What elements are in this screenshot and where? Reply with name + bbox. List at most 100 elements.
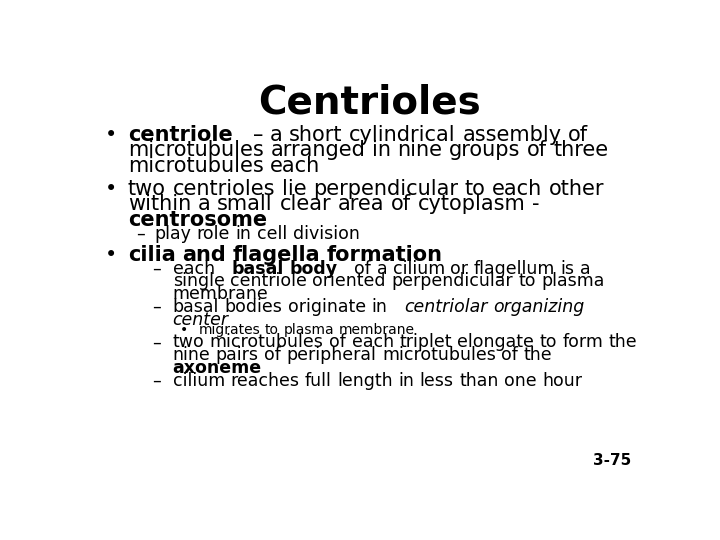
Text: –: – [136, 225, 145, 243]
Text: centrioles: centrioles [173, 179, 275, 199]
Text: body: body [289, 260, 338, 278]
Text: basal: basal [232, 260, 284, 278]
Text: centriole: centriole [230, 273, 307, 291]
Text: less: less [420, 372, 454, 389]
Text: one: one [504, 372, 536, 389]
Text: in: in [235, 225, 251, 243]
Text: arranged: arranged [270, 140, 365, 160]
Text: cilium: cilium [392, 260, 445, 278]
Text: clear: clear [279, 194, 331, 214]
Text: microtubules: microtubules [128, 156, 264, 176]
Text: the: the [609, 334, 638, 352]
Text: two: two [173, 334, 204, 352]
Text: perpendicular: perpendicular [313, 179, 458, 199]
Text: reaches: reaches [230, 372, 300, 389]
Text: in: in [372, 140, 391, 160]
Text: membrane: membrane [173, 285, 269, 303]
Text: of: of [527, 140, 547, 160]
Text: to: to [265, 323, 279, 338]
Text: –: – [153, 298, 161, 316]
Text: plasma: plasma [541, 273, 605, 291]
Text: and: and [182, 245, 226, 265]
Text: of: of [329, 334, 346, 352]
Text: in: in [372, 298, 387, 316]
Text: center: center [173, 310, 228, 328]
Text: small: small [217, 194, 273, 214]
Text: peripheral: peripheral [287, 346, 377, 364]
Text: triplet: triplet [399, 334, 451, 352]
Text: the: the [524, 346, 552, 364]
Text: of: of [264, 346, 282, 364]
Text: Centrioles: Centrioles [258, 84, 480, 122]
Text: short: short [289, 125, 343, 145]
Text: each: each [270, 156, 320, 176]
Text: –: – [253, 125, 263, 145]
Text: centriole: centriole [128, 125, 233, 145]
Text: three: three [554, 140, 609, 160]
Text: to: to [518, 273, 536, 291]
Text: form: form [562, 334, 603, 352]
Text: each: each [492, 179, 542, 199]
Text: each: each [351, 334, 394, 352]
Text: groups: groups [449, 140, 521, 160]
Text: length: length [337, 372, 393, 389]
Text: to: to [539, 334, 557, 352]
Text: perpendicular: perpendicular [392, 273, 513, 291]
Text: full: full [305, 372, 332, 389]
Text: than: than [459, 372, 498, 389]
Text: play: play [154, 225, 191, 243]
Text: in: in [398, 372, 414, 389]
Text: organizing: organizing [492, 298, 584, 316]
Text: a: a [269, 125, 282, 145]
Text: assembly: assembly [462, 125, 562, 145]
Text: •: • [105, 125, 117, 145]
Text: -: - [532, 194, 539, 214]
Text: –: – [153, 260, 161, 278]
Text: •: • [105, 245, 117, 265]
Text: within: within [128, 194, 192, 214]
Text: division: division [292, 225, 359, 243]
Text: a: a [377, 260, 387, 278]
Text: hour: hour [542, 372, 582, 389]
Text: single: single [173, 273, 225, 291]
Text: cylindrical: cylindrical [349, 125, 456, 145]
Text: microtubules: microtubules [210, 334, 324, 352]
Text: or: or [451, 260, 469, 278]
Text: migrates: migrates [199, 323, 261, 338]
Text: pairs: pairs [216, 346, 258, 364]
Text: nine: nine [173, 346, 210, 364]
Text: cell: cell [257, 225, 287, 243]
Text: axoneme: axoneme [173, 359, 261, 377]
Text: microtubules: microtubules [382, 346, 496, 364]
Text: cilium: cilium [173, 372, 225, 389]
Text: other: other [549, 179, 605, 199]
Text: flagellum: flagellum [474, 260, 555, 278]
Text: elongate: elongate [457, 334, 534, 352]
Text: each: each [173, 260, 215, 278]
Text: role: role [197, 225, 230, 243]
Text: membrane: membrane [338, 323, 414, 338]
Text: flagella: flagella [233, 245, 320, 265]
Text: formation: formation [327, 245, 443, 265]
Text: plasma: plasma [283, 323, 334, 338]
Text: 3-75: 3-75 [593, 453, 631, 468]
Text: nine: nine [397, 140, 443, 160]
Text: cilia: cilia [128, 245, 176, 265]
Text: microtubules: microtubules [128, 140, 264, 160]
Text: •: • [105, 179, 117, 199]
Text: originate: originate [288, 298, 366, 316]
Text: to: to [464, 179, 485, 199]
Text: a: a [198, 194, 210, 214]
Text: of: of [354, 260, 371, 278]
Text: a: a [580, 260, 591, 278]
Text: cytoplasm: cytoplasm [418, 194, 526, 214]
Text: of: of [568, 125, 588, 145]
Text: area: area [338, 194, 384, 214]
Text: –: – [153, 372, 161, 389]
Text: lie: lie [282, 179, 306, 199]
Text: of: of [391, 194, 411, 214]
Text: –: – [153, 334, 161, 352]
Text: •: • [179, 323, 188, 338]
Text: bodies: bodies [225, 298, 282, 316]
Text: is: is [561, 260, 575, 278]
